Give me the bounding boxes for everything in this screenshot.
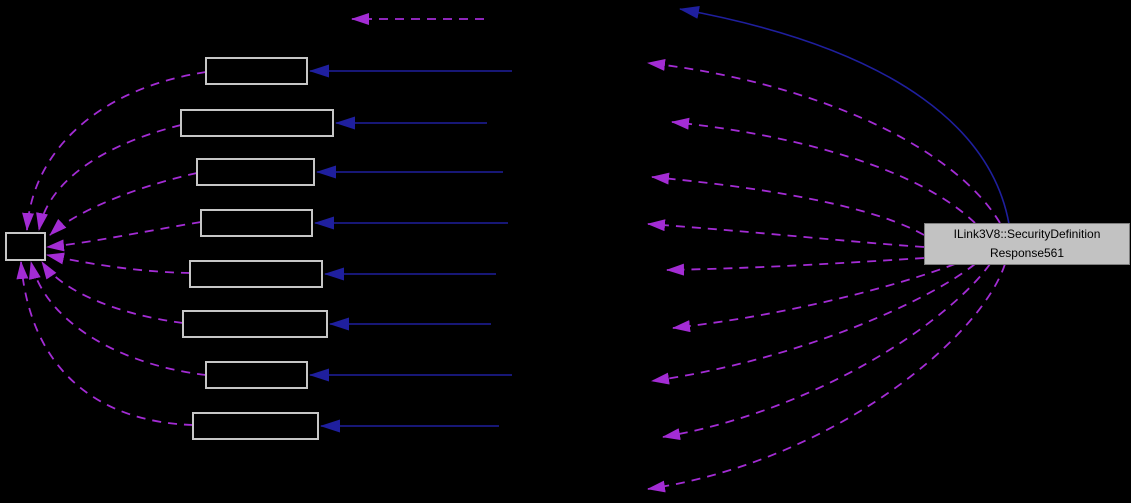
usage-edge	[647, 58, 1001, 224]
class-node-5[interactable]	[189, 260, 323, 288]
usage-edge	[666, 257, 925, 276]
usage-edge	[662, 263, 991, 441]
usage-edge	[671, 117, 976, 224]
inheritance-edge-curved	[679, 6, 1010, 225]
usage-edge	[651, 263, 976, 385]
usage-edge	[647, 219, 925, 248]
usage-edge	[36, 124, 182, 231]
usage-edge	[49, 172, 198, 236]
usage-edge	[651, 172, 925, 236]
usage-edge	[16, 261, 194, 426]
class-node-3[interactable]	[196, 158, 315, 186]
class-node-2[interactable]	[180, 109, 334, 137]
usage-edge	[672, 263, 956, 333]
class-node-1[interactable]	[205, 57, 308, 85]
usage-edge	[647, 263, 1006, 493]
class-node-4[interactable]	[200, 209, 313, 237]
current-class-node: ILink3V8::SecurityDefinition Response561	[924, 223, 1130, 265]
class-node-6[interactable]	[182, 310, 328, 338]
class-node-8[interactable]	[192, 412, 319, 440]
usage-edge	[41, 261, 184, 324]
usage-edge	[29, 261, 207, 376]
usage-edge	[46, 221, 202, 252]
current-class-label-line2: Response561	[989, 246, 1065, 260]
current-class-label-line1: ILink3V8::SecurityDefinition	[953, 227, 1101, 242]
usage-edge	[46, 252, 191, 274]
class-node-small[interactable]	[5, 232, 46, 261]
class-node-7[interactable]	[205, 361, 308, 389]
usage-edge	[22, 71, 207, 231]
